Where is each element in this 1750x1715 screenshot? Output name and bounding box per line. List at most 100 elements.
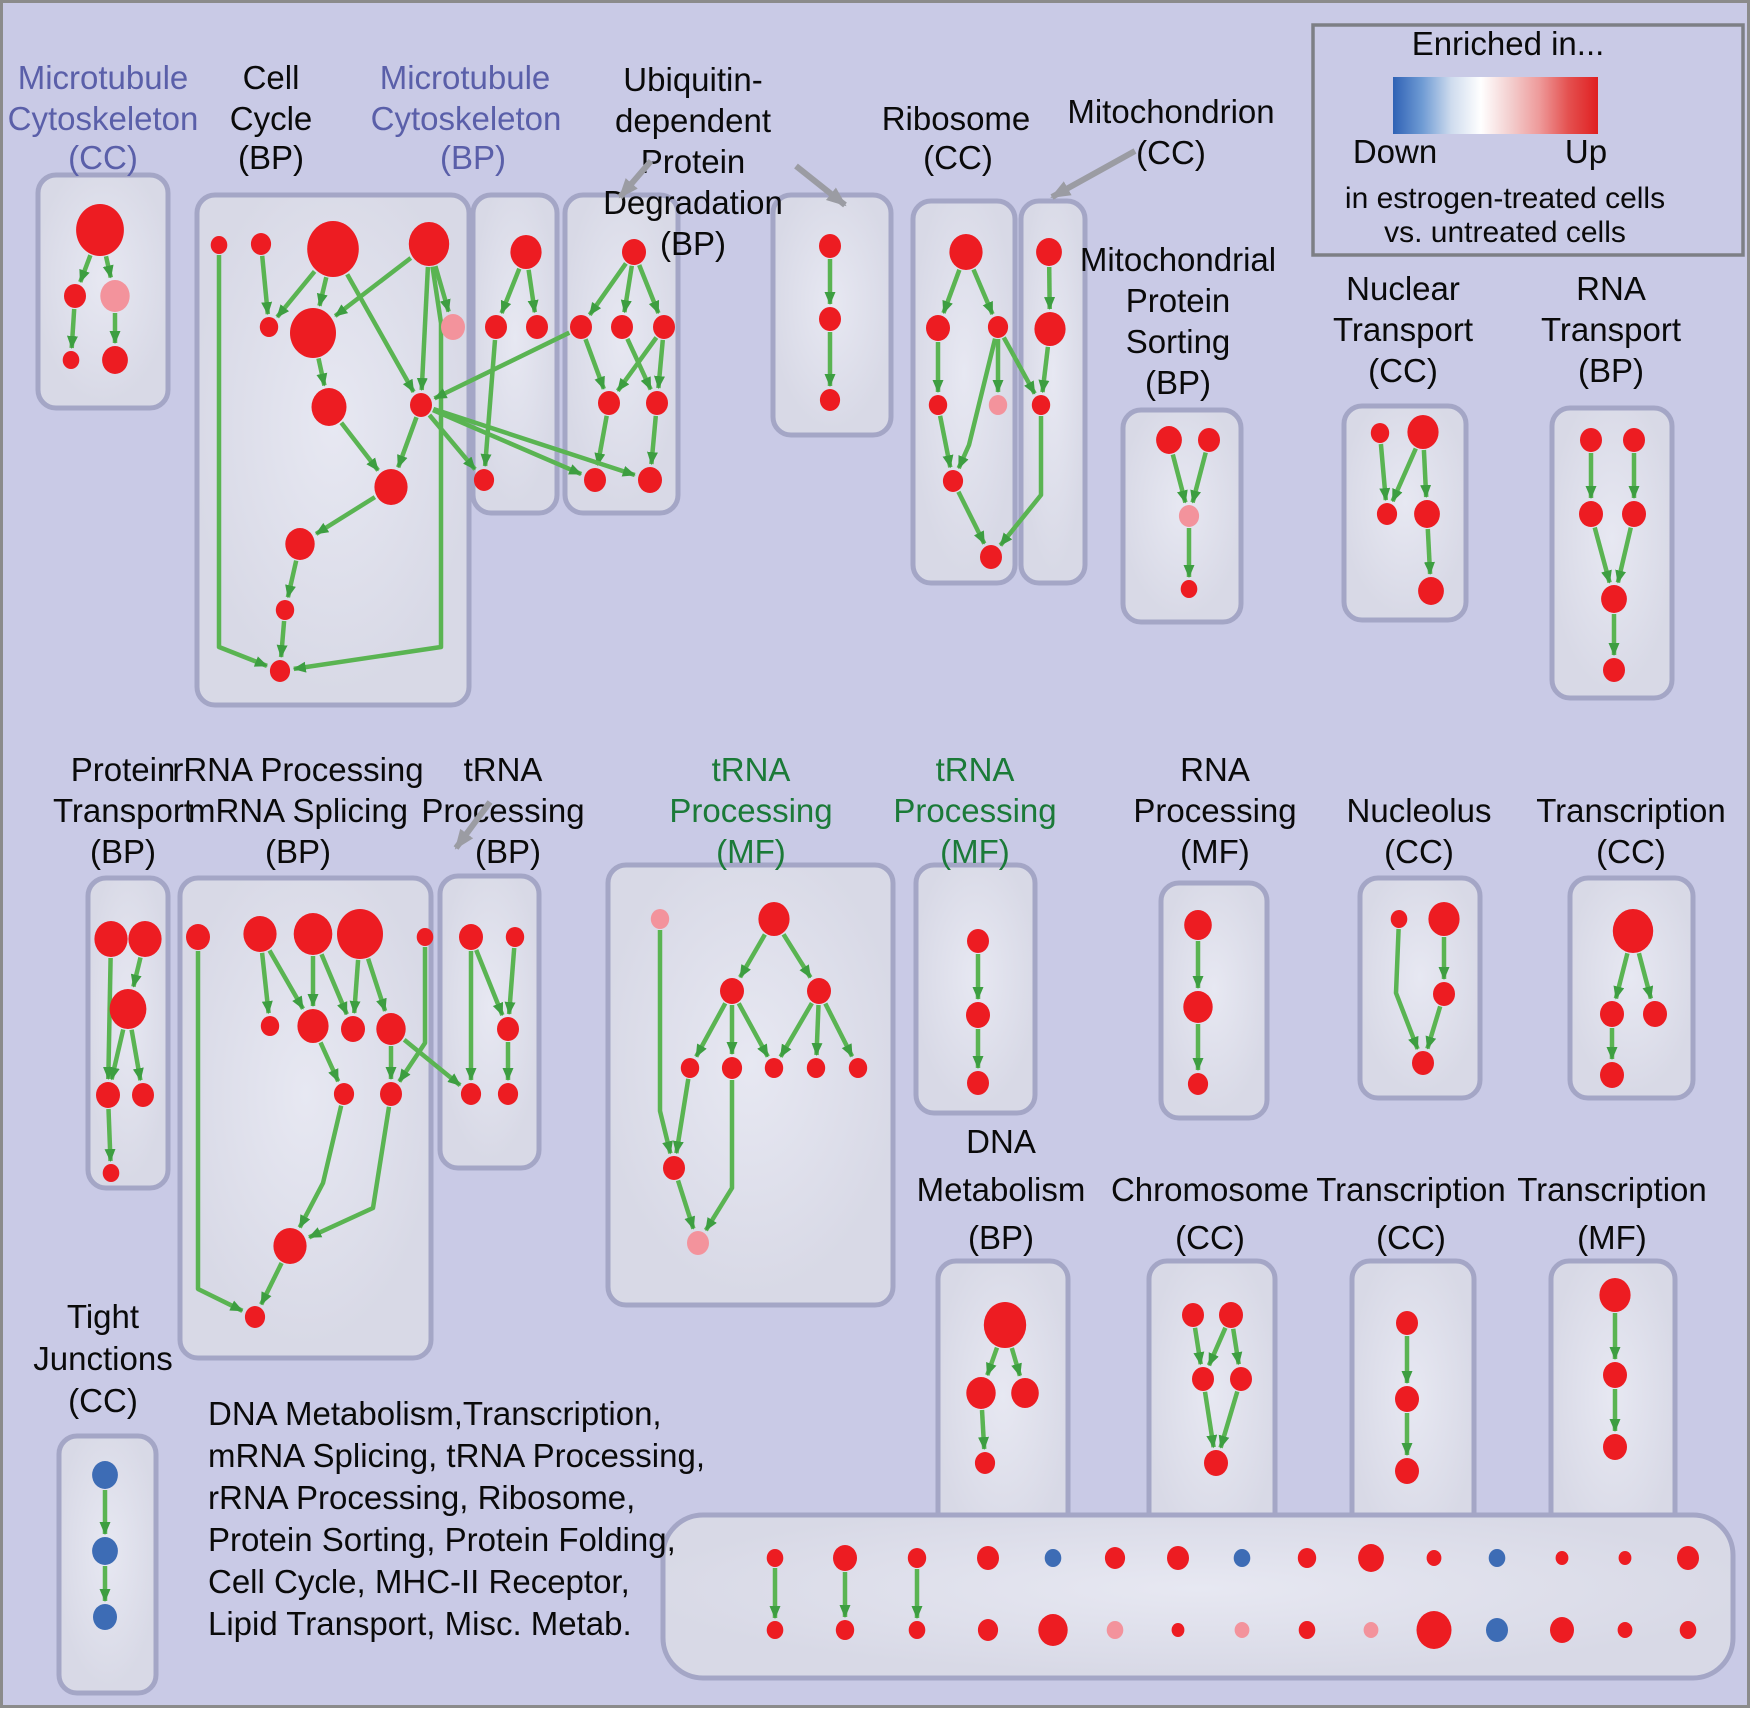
edge-transcription_cc1: [1636, 952, 1654, 1000]
edge-nucleolus: [1425, 1005, 1443, 1050]
go-term-node-red: [570, 315, 592, 339]
cluster-label-tight_junctions: (CC): [68, 1382, 138, 1419]
go-term-node-pink: [650, 909, 670, 929]
edge-nuclear_transport: [1420, 449, 1432, 498]
edge-transcription_cc1: [1613, 952, 1630, 1000]
go-term-node-red: [966, 1002, 990, 1028]
go-term-node-red: [1580, 428, 1602, 452]
label-pointer-arrow: [453, 800, 493, 850]
go-term-node-red: [64, 284, 86, 308]
go-term-node-red: [680, 1058, 700, 1078]
go-term-node-red: [977, 1546, 999, 1570]
edge-ubiq_net: [620, 265, 635, 314]
go-term-node-blue: [92, 1461, 118, 1489]
go-term-node-red: [1416, 1611, 1452, 1649]
cluster-label-rna_transport: (BP): [1578, 352, 1644, 389]
go-term-node-red: [646, 391, 668, 415]
misc-category-line: rRNA Processing, Ribosome,: [208, 1479, 635, 1516]
edge-mps: [1190, 452, 1208, 504]
edge-cell_cycle: [416, 266, 431, 391]
go-term-node-red: [1187, 1073, 1209, 1095]
cross-edge: [432, 408, 583, 477]
go-term-node-red: [987, 316, 1009, 338]
edge-rna_transport: [1592, 526, 1612, 584]
cluster-label-ubiq_net: Protein: [641, 143, 746, 180]
go-term-node-red: [341, 1016, 365, 1042]
cluster-label-ubiq_net: (BP): [660, 225, 726, 262]
go-term-node-red: [653, 315, 675, 339]
go-term-node-red: [908, 1621, 926, 1639]
cross-edge: [432, 406, 636, 478]
cluster-label-nucleolus: Nucleolus: [1347, 792, 1492, 829]
go-term-node-red: [1104, 1547, 1126, 1569]
go-term-node-red: [907, 1548, 927, 1568]
go-term-node-red: [949, 234, 983, 270]
cluster-label-rrna: (BP): [265, 833, 331, 870]
cluster-label-protein_transport: Protein: [71, 751, 176, 788]
go-term-node-red: [1390, 910, 1408, 928]
go-term-node-red: [1297, 1548, 1317, 1568]
go-term-node-red: [1418, 577, 1444, 605]
edge-cell_cycle: [396, 416, 419, 469]
edge-protein_transport: [108, 1028, 126, 1081]
go-term-node-red: [1579, 501, 1603, 527]
go-term-node-red: [210, 236, 228, 254]
cluster-box-transcription_cc1: [1567, 875, 1696, 1101]
legend-down-label: Down: [1353, 133, 1437, 170]
cluster-label-transcription_cc1: Transcription: [1536, 792, 1726, 829]
go-term-node-red: [1426, 1550, 1442, 1566]
go-term-node-red: [1407, 415, 1439, 449]
go-term-node-red: [1198, 428, 1220, 452]
go-term-node-red: [1376, 503, 1398, 525]
label-pointer-arrow: [617, 159, 654, 199]
go-term-node-red: [926, 315, 950, 341]
cluster-label-cell_cycle: (BP): [238, 139, 304, 176]
edge-rrna: [349, 959, 361, 1014]
edge-dna_metab: [978, 1409, 990, 1450]
go-term-node-red: [374, 469, 408, 505]
go-term-node-red: [1370, 423, 1390, 443]
edge-nucleolus: [1393, 928, 1420, 1050]
cluster-label-transcription_mf: Transcription: [1517, 1171, 1707, 1208]
cluster-label-ribosome: (CC): [923, 139, 993, 176]
edge-rna_transport: [1615, 527, 1633, 584]
edge-trna_mf_big: [823, 1002, 855, 1058]
go-term-node-red: [1603, 1434, 1627, 1460]
go-term-node-red: [1623, 428, 1645, 452]
go-term-node-red: [638, 467, 662, 493]
go-term-node-red: [1622, 501, 1646, 527]
go-term-node-red: [96, 1082, 120, 1108]
edge-protein_transport: [103, 957, 115, 1080]
go-term-node-red: [410, 393, 432, 417]
go-term-node-red: [497, 1083, 519, 1105]
go-term-node-red: [1011, 1378, 1039, 1408]
go-term-node-red: [807, 978, 831, 1004]
edge-mc_bp: [480, 339, 498, 467]
cluster-label-ubiq_net: Ubiquitin-: [623, 61, 762, 98]
edge-chromosome: [1202, 1391, 1218, 1449]
edge-ubiq_net: [647, 415, 659, 466]
go-term-node-red: [250, 233, 272, 255]
edge-cell_cycle: [285, 560, 299, 599]
go-term-node-red: [1600, 1062, 1624, 1088]
go-term-node-red: [1167, 1546, 1189, 1570]
cluster-label-rna_transport: RNA: [1576, 270, 1646, 307]
go-term-node-red: [76, 204, 124, 256]
go-term-node-red: [1230, 1367, 1252, 1391]
go-term-node-red: [983, 1302, 1027, 1348]
go-term-node-pink: [687, 1231, 709, 1255]
cluster-label-transcription_mf: (MF): [1577, 1219, 1647, 1256]
edge-rrna: [319, 953, 349, 1016]
go-term-node-red: [721, 1057, 743, 1079]
go-term-node-red: [497, 1017, 519, 1041]
cluster-label-mc_bp: Microtubule: [380, 59, 551, 96]
go-term-node-blue: [93, 1604, 117, 1630]
cluster-label-trna_mf_big: tRNA: [712, 751, 791, 788]
go-term-node-red: [128, 921, 162, 957]
go-term-node-red: [928, 395, 948, 415]
cluster-box-trna_bp: [437, 873, 542, 1171]
edge-cell_cycle: [314, 495, 377, 536]
go-term-node-red: [285, 528, 315, 560]
cluster-label-transcription_cc2: (CC): [1376, 1219, 1446, 1256]
